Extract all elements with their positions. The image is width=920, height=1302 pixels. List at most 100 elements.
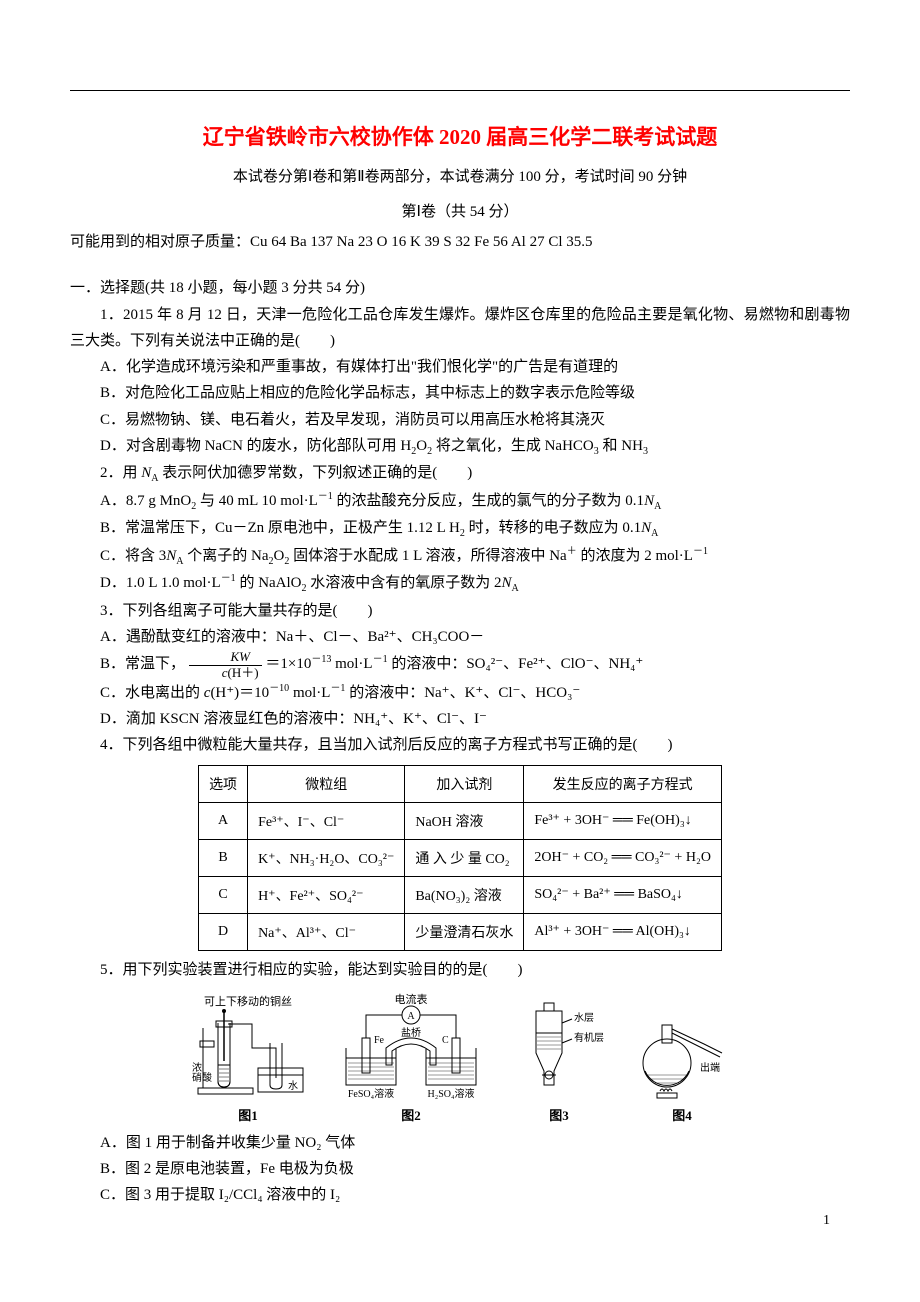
q3-stem: 3．下列各组离子可能大量共存的是( ) bbox=[70, 598, 850, 624]
q1-opt-d: D．对含剧毒物 NaCN 的废水，防化部队可用 H2O2 将之氧化，生成 NaH… bbox=[70, 433, 850, 461]
cell-opt: C bbox=[199, 876, 248, 913]
cell-opt: D bbox=[199, 913, 248, 950]
fig1-water-label: 水 bbox=[288, 1080, 298, 1092]
q3-b-end: 的溶液中：SO₄²⁻、Fe²⁺、ClO⁻、NH₄⁺ bbox=[388, 656, 644, 672]
q2-b-end: 时，转移的电子数应为 0.1 bbox=[465, 520, 641, 536]
cell-reagent: Ba(NO₃)₂ 溶液 bbox=[405, 876, 524, 913]
atomic-masses: 可能用到的相对原子质量：Cu 64 Ba 137 Na 23 O 16 K 39… bbox=[70, 229, 850, 255]
q1-opt-a: A．化学造成环境污染和严重事故，有媒体打出"我们恨化学"的广告是有道理的 bbox=[70, 354, 850, 380]
q2-c-end: 的浓度为 2 mol·L bbox=[577, 548, 693, 564]
exam-subtitle: 本试卷分第Ⅰ卷和第Ⅱ卷两部分，本试卷满分 100 分，考试时间 90 分钟 bbox=[70, 165, 850, 186]
cell-particles: Fe³⁺、I⁻、Cl⁻ bbox=[248, 802, 405, 839]
q1-stem: 1．2015 年 8 月 12 日，天津一危险化工品仓库发生爆炸。爆炸区仓库里的… bbox=[70, 302, 850, 355]
cell-particles: Na⁺、Al³⁺、Cl⁻ bbox=[248, 913, 405, 950]
table-row: A Fe³⁺、I⁻、Cl⁻ NaOH 溶液 Fe³⁺ + 3OH⁻ ══ Fe(… bbox=[199, 802, 722, 839]
frac-den-c: c bbox=[222, 665, 228, 680]
table-row: C H⁺、Fe²⁺、SO₄²⁻ Ba(NO₃)₂ 溶液 SO₄²⁻ + Ba²⁺… bbox=[199, 876, 722, 913]
figure-4: 出端 图4 bbox=[632, 993, 732, 1124]
q3-c-pre: C．水电离出的 bbox=[100, 685, 204, 701]
fig2-caption: 图2 bbox=[401, 1105, 421, 1124]
section-1-label: 第Ⅰ卷（共 54 分） bbox=[70, 200, 850, 221]
figure-row: 可上下移动的铜丝 bbox=[70, 993, 850, 1124]
figure-4-svg: 出端 bbox=[632, 993, 732, 1103]
q3-c-mid2: mol·L bbox=[289, 685, 330, 701]
frac-den-h: H＋ bbox=[232, 665, 254, 680]
cell-particles: H⁺、Fe²⁺、SO₄²⁻ bbox=[248, 876, 405, 913]
q2-c-mid1: 个离子的 Na bbox=[184, 548, 269, 564]
figure-1-svg: 可上下移动的铜丝 bbox=[188, 993, 308, 1103]
table-header-row: 选项 微粒组 加入试剂 发生反应的离子方程式 bbox=[199, 765, 722, 802]
q2-d-mid: 的 NaAlO bbox=[236, 575, 302, 591]
q2-d-pre: D．1.0 L 1.0 mol·L bbox=[100, 575, 221, 591]
fig2-salt-bridge: 盐桥 bbox=[401, 1026, 421, 1039]
q3-opt-a: A．遇酚酞变红的溶液中：Na＋、Cl－、Ba²⁺、CH₃COO－ bbox=[70, 624, 850, 650]
cell-particles: K⁺、NH₃·H₂O、CO₃²⁻ bbox=[248, 839, 405, 876]
figure-2-svg: 电流表 A Fe C 盐桥 bbox=[336, 993, 486, 1103]
q1-d-mid: 将之氧化，生成 NaHCO bbox=[432, 438, 594, 454]
q2-d-end: 水溶液中含有的氧原子数为 2 bbox=[307, 575, 502, 591]
fig1-hno3-label2: 硝酸 bbox=[192, 1071, 212, 1084]
fig3-organic-layer: 有机层 bbox=[574, 1031, 604, 1044]
q5-opt-a: A．图 1 用于制备并收集少量 NO₂ 气体 bbox=[70, 1130, 850, 1156]
th-option: 选项 bbox=[199, 765, 248, 802]
q4-stem: 4．下列各组中微粒能大量共存，且当加入试剂后反应的离子方程式书写正确的是( ) bbox=[70, 732, 850, 758]
fig2-ammeter-label: 电流表 bbox=[395, 993, 428, 1006]
th-reagent: 加入试剂 bbox=[405, 765, 524, 802]
q2-a-pre: A．8.7 g MnO bbox=[100, 493, 191, 509]
q5-opt-c: C．图 3 用于提取 I₂/CCl₄ 溶液中的 I₂ bbox=[70, 1182, 850, 1208]
svg-text:A: A bbox=[407, 1011, 415, 1022]
fig2-feso4: FeSO₄溶液 bbox=[348, 1087, 394, 1100]
fig4-out-label: 出端 bbox=[700, 1061, 720, 1074]
q2-stem-post: 表示阿伏加德罗常数，下列叙述正确的是( ) bbox=[159, 465, 473, 481]
q2-c-mid2: 固体溶于水配成 1 L 溶液，所得溶液中 Na bbox=[289, 548, 566, 564]
cell-reagent: 少量澄清石灰水 bbox=[405, 913, 524, 950]
q3-b-mid: ＝1×10 bbox=[265, 656, 311, 672]
q1-d-pre: D．对含剧毒物 NaCN 的废水，防化部队可用 H bbox=[100, 438, 411, 454]
q2-a-mid: 与 40 mL 10 mol·L bbox=[196, 493, 318, 509]
cell-eqn: Fe³⁺ + 3OH⁻ ══ Fe(OH)₃↓ bbox=[524, 802, 722, 839]
q2-stem-pre: 2．用 bbox=[100, 465, 141, 481]
q2-a-end: 的浓盐酸充分反应，生成的氯气的分子数为 0.1 bbox=[333, 493, 644, 509]
section-heading: 一．选择题(共 18 小题，每小题 3 分共 54 分) bbox=[70, 275, 850, 301]
q3-c-end: 的溶液中：Na⁺、K⁺、Cl⁻、HCO₃⁻ bbox=[345, 685, 580, 701]
q3-b-pre: B．常温下， bbox=[100, 656, 185, 672]
cell-reagent: 通 入 少 量 CO₂ bbox=[405, 839, 524, 876]
th-particles: 微粒组 bbox=[248, 765, 405, 802]
q2-b-pre: B．常温常压下，Cu－Zn 原电池中，正极产生 1.12 L H bbox=[100, 520, 460, 536]
page-number: 1 bbox=[823, 1213, 830, 1229]
q5-opt-b: B．图 2 是原电池装置，Fe 电极为负极 bbox=[70, 1156, 850, 1182]
th-equation: 发生反应的离子方程式 bbox=[524, 765, 722, 802]
figure-1: 可上下移动的铜丝 bbox=[188, 993, 308, 1124]
q3-opt-d: D．滴加 KSCN 溶液显红色的溶液中：NH₄⁺、K⁺、Cl⁻、I⁻ bbox=[70, 706, 850, 732]
fraction-kw: KW c(H＋) bbox=[189, 650, 262, 680]
q1-opt-c: C．易燃物钠、镁、电石着火，若及早发现，消防员可以用高压水枪将其浇灭 bbox=[70, 407, 850, 433]
fig1-top-label: 可上下移动的铜丝 bbox=[204, 994, 292, 1008]
q2-c-pre: C．将含 3 bbox=[100, 548, 166, 564]
q3-opt-c: C．水电离出的 c(H⁺)＝10－10 mol·L－1 的溶液中：Na⁺、K⁺、… bbox=[70, 680, 850, 706]
top-rule bbox=[70, 90, 850, 91]
frac-den: c(H＋) bbox=[189, 666, 262, 680]
figure-2: 电流表 A Fe C 盐桥 bbox=[336, 993, 486, 1124]
fig4-caption: 图4 bbox=[672, 1105, 692, 1124]
figure-3-svg: 水层 有机层 bbox=[514, 993, 604, 1103]
q5-figures: 可上下移动的铜丝 bbox=[70, 993, 850, 1124]
q3-c-mid: (H⁺)＝10 bbox=[210, 685, 269, 701]
cell-eqn: Al³⁺ + 3OH⁻ ══ Al(OH)₃↓ bbox=[524, 913, 722, 950]
frac-num: KW bbox=[189, 650, 262, 665]
figure-3: 水层 有机层 图3 bbox=[514, 993, 604, 1124]
q1-d-end: 和 NH bbox=[599, 438, 643, 454]
cell-opt: A bbox=[199, 802, 248, 839]
q2-opt-c: C．将含 3NA 个离子的 Na2O2 固体溶于水配成 1 L 溶液，所得溶液中… bbox=[70, 543, 850, 571]
fig3-water-layer: 水层 bbox=[574, 1012, 594, 1024]
q2-opt-a: A．8.7 g MnO2 与 40 mL 10 mol·L－1 的浓盐酸充分反应… bbox=[70, 488, 850, 516]
q5-stem: 5．用下列实验装置进行相应的实验，能达到实验目的的是( ) bbox=[70, 957, 850, 983]
q2-opt-d: D．1.0 L 1.0 mol·L－1 的 NaAlO2 水溶液中含有的氧原子数… bbox=[70, 570, 850, 598]
exam-title: 辽宁省铁岭市六校协作体 2020 届高三化学二联考试试题 bbox=[70, 121, 850, 151]
q3-b-mid2: mol·L bbox=[331, 656, 372, 672]
cell-eqn: SO₄²⁻ + Ba²⁺ ══ BaSO₄↓ bbox=[524, 876, 722, 913]
svg-text:C: C bbox=[442, 1035, 449, 1046]
cell-reagent: NaOH 溶液 bbox=[405, 802, 524, 839]
q2-stem: 2．用 NA 表示阿伏加德罗常数，下列叙述正确的是( ) bbox=[70, 460, 850, 488]
fig3-caption: 图3 bbox=[549, 1105, 569, 1124]
q4-table: 选项 微粒组 加入试剂 发生反应的离子方程式 A Fe³⁺、I⁻、Cl⁻ NaO… bbox=[198, 765, 722, 951]
